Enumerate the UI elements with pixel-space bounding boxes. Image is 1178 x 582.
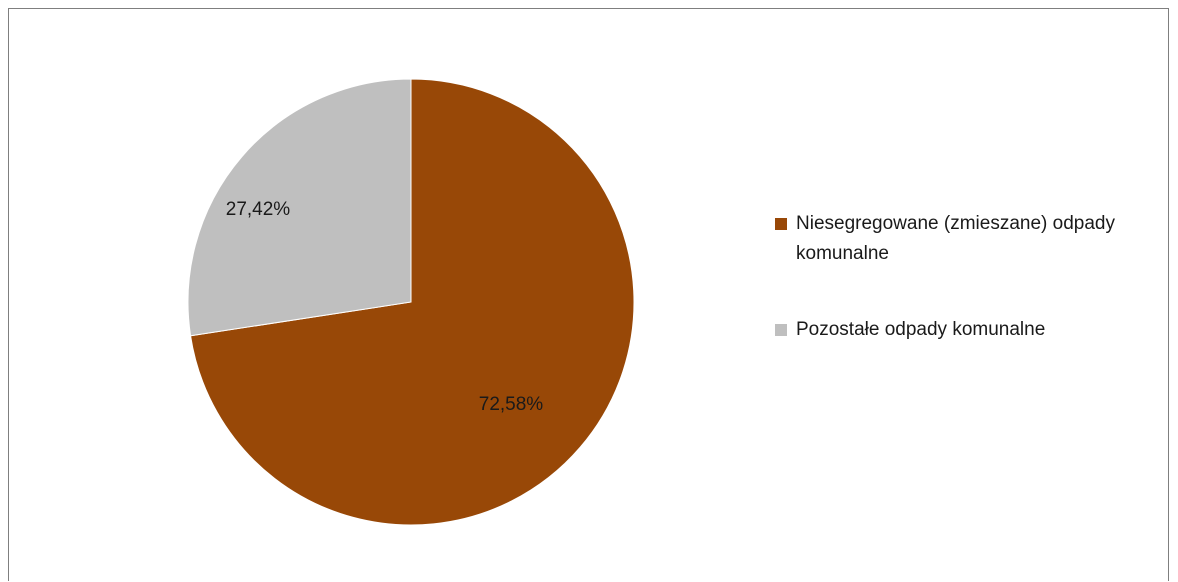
legend-item-niesegregowane: Niesegregowane (zmieszane) odpady komuna…	[775, 209, 1135, 269]
legend-label-pozostale: Pozostałe odpady komunalne	[796, 319, 1046, 340]
legend: Niesegregowane (zmieszane) odpady komuna…	[775, 209, 1135, 345]
chart-frame: 72,58% 27,42% Niesegregowane (zmieszane) …	[8, 8, 1169, 581]
data-label-pozostale: 27,42%	[226, 199, 291, 220]
legend-label-niesegregowane: Niesegregowane (zmieszane) odpady komuna…	[796, 213, 1115, 264]
legend-item-pozostale: Pozostałe odpady komunalne	[775, 315, 1135, 345]
legend-swatch-pozostale	[775, 324, 787, 336]
data-label-niesegregowane: 72,58%	[479, 394, 544, 415]
pie-slice-pozostale	[187, 78, 412, 337]
pie-slice-niesegregowane	[190, 78, 635, 526]
pie-chart: 72,58% 27,42%	[187, 78, 635, 526]
legend-swatch-niesegregowane	[775, 218, 787, 230]
